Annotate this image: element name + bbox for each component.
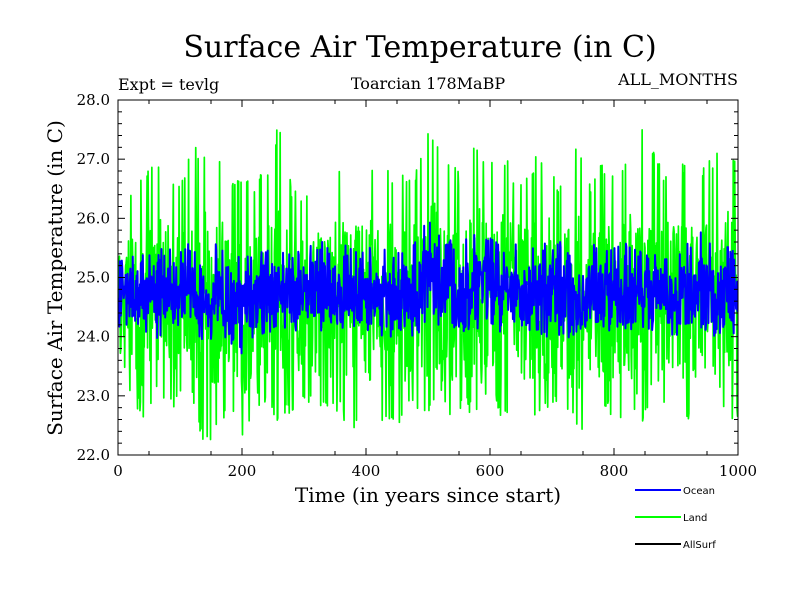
plot-layer [117, 99, 739, 456]
x-axis-tick-label-400: 400 [352, 462, 381, 480]
axes-layer: 0 200 400 600 800 1000 22.0 23.0 24.0 25.0 26.0 27.… [77, 91, 758, 480]
legend-allsurf-label: AllSurf [683, 540, 716, 551]
series-layer [118, 129, 738, 441]
land-series-line [118, 129, 738, 441]
legend: Ocean Land AllSurf [635, 486, 716, 551]
x-axis-tick-label-200: 200 [228, 462, 257, 480]
y-axis-tick-label-23.0: 23.0 [77, 387, 110, 405]
x-axis-tick-label-1000: 1000 [719, 462, 757, 480]
y-axis-tick-label-22.0: 22.0 [77, 446, 110, 464]
y-axis-tick-label-26.0: 26.0 [77, 209, 110, 227]
x-axis-tick-label-800: 800 [600, 462, 629, 480]
x-axis-tick-label-600: 600 [476, 462, 505, 480]
experiment-label: Expt = tevlg [118, 75, 219, 94]
legend-land-label: Land [683, 513, 707, 524]
legend-ocean-label: Ocean [683, 486, 715, 497]
period-label: Toarcian 178MaBP [351, 74, 505, 93]
y-axis-tick-label-25.0: 25.0 [77, 269, 110, 287]
chart-title: Surface Air Temperature (in C) [183, 30, 656, 65]
months-label: ALL_MONTHS [617, 70, 738, 89]
x-axis-tick-label-0: 0 [113, 462, 123, 480]
y-axis-tick-label-27.0: 27.0 [77, 150, 110, 168]
x-axis-label: Time (in years since start) [295, 483, 561, 507]
y-axis-label: Surface Air Temperature (in C) [43, 120, 67, 436]
y-axis-tick-label-24.0: 24.0 [77, 328, 110, 346]
ocean-series-line [118, 221, 738, 355]
y-axis-tick-label-28.0: 28.0 [77, 91, 110, 109]
